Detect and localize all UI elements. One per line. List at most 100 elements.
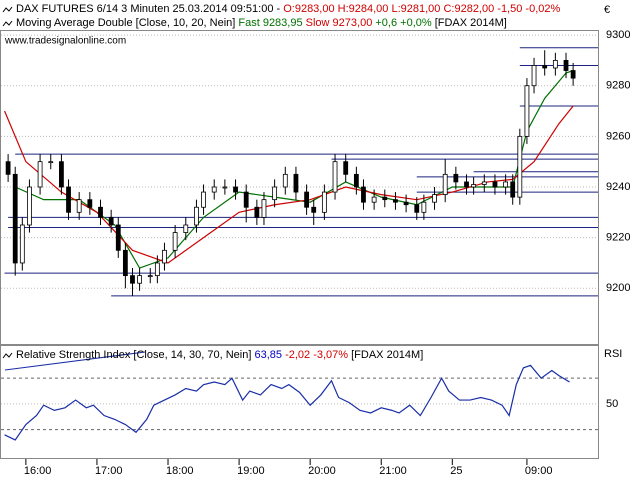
candle-body xyxy=(162,249,167,264)
y-tick-label: 9200 xyxy=(606,282,630,294)
candle-body xyxy=(464,181,469,188)
label-part: [FDAX 2014M] xyxy=(351,349,423,361)
label-part: -2,02 -3,07% xyxy=(285,349,351,361)
label-part: Fast 9283,95 xyxy=(238,17,305,29)
candle-body xyxy=(321,191,327,213)
candle-body xyxy=(570,70,576,79)
candle-body xyxy=(517,135,523,198)
label-part: O:9283,00 H:9284,00 L:9281,00 C:9282,00 … xyxy=(283,3,560,15)
candle-body xyxy=(48,161,54,164)
candle-body xyxy=(115,224,121,251)
candle-body xyxy=(371,196,377,203)
candle-body xyxy=(183,224,189,233)
candle-body xyxy=(122,249,128,277)
candle-body xyxy=(201,191,206,208)
candle-body xyxy=(222,186,228,189)
price-panel xyxy=(0,30,599,345)
candle-body xyxy=(542,65,548,69)
candle-body xyxy=(147,275,153,278)
y-tick-label: 9240 xyxy=(606,181,630,193)
candle-body xyxy=(130,275,135,284)
rsi-panel xyxy=(0,345,599,459)
candle-body xyxy=(332,161,338,193)
candle-body xyxy=(261,199,267,218)
y-axis-label: RSI xyxy=(604,348,622,360)
candle-body xyxy=(76,199,82,213)
candle-body xyxy=(5,161,11,175)
indicator-label: Moving Average Double [Close, 10, 20, Ne… xyxy=(16,17,507,29)
candle-body xyxy=(272,186,278,201)
label-part: DAX FUTURES 6/14 3 Minuten 25.03.2014 09… xyxy=(16,3,283,15)
candle-body xyxy=(172,232,178,251)
candle-body xyxy=(524,85,530,137)
candle-body xyxy=(442,173,448,195)
candle-body xyxy=(19,224,25,264)
x-tick-label: 21:00 xyxy=(379,465,407,477)
candle-body xyxy=(414,204,420,213)
candle-body xyxy=(243,191,249,208)
candle-body xyxy=(293,173,299,193)
x-tick-label: 18:00 xyxy=(166,465,194,477)
candle-body xyxy=(98,206,103,218)
candle-body xyxy=(59,161,64,188)
y-tick-label: 9220 xyxy=(606,232,630,244)
rsi-line xyxy=(4,364,570,441)
y-tick-label: 9280 xyxy=(606,80,630,92)
candle-body xyxy=(403,201,409,206)
icon xyxy=(2,6,13,13)
candle-body xyxy=(492,181,498,188)
x-tick-label: 19:00 xyxy=(237,465,265,477)
x-tick-label: 09:00 xyxy=(525,465,553,477)
candle-body xyxy=(393,199,398,203)
candle-body xyxy=(552,59,558,69)
rsi-label: Relative Strength Index [Close, 14, 30, … xyxy=(16,349,423,361)
label-part: [FDAX 2014M] xyxy=(435,17,507,29)
candle-body xyxy=(282,173,288,188)
candle-body xyxy=(12,173,18,264)
candle-body xyxy=(421,201,427,213)
candle-body xyxy=(481,181,487,185)
candle-body xyxy=(531,65,537,87)
candle-body xyxy=(353,173,359,188)
candle-body xyxy=(563,59,569,71)
candle-body xyxy=(37,161,43,188)
trend-line xyxy=(4,351,146,371)
y-tick-label: 9300 xyxy=(606,29,630,41)
candle-body xyxy=(304,191,310,208)
label-part: +0,6 +0,0% xyxy=(375,17,434,29)
candle-body xyxy=(471,184,477,188)
candle-body xyxy=(137,275,142,284)
chart-title: DAX FUTURES 6/14 3 Minuten 25.03.2014 09… xyxy=(16,3,560,15)
candle-body xyxy=(361,186,366,203)
label-part: Moving Average Double [Close, 10, 20, Ne… xyxy=(16,17,238,29)
candle-body xyxy=(254,206,260,218)
x-tick-label: 16:00 xyxy=(24,465,52,477)
label-part: Slow 9273,00 xyxy=(306,17,376,29)
y-axis-label: € xyxy=(604,4,610,16)
label-part: Relative Strength Index [Close, 14, 30, … xyxy=(16,349,254,361)
candle-body xyxy=(233,186,238,193)
watermark: www.tradesignalonline.com xyxy=(4,36,126,47)
candle-body xyxy=(503,181,509,188)
label-part: 63,85 xyxy=(254,349,285,361)
candle-body xyxy=(66,186,71,213)
icon xyxy=(2,20,13,27)
candle-body xyxy=(211,186,217,193)
candle-body xyxy=(87,199,93,208)
y-tick-label: 50 xyxy=(606,398,618,410)
x-tick-label: 17:00 xyxy=(95,465,123,477)
candle-body xyxy=(108,216,114,226)
candle-body xyxy=(194,206,199,226)
candle-body xyxy=(432,194,437,203)
candle-body xyxy=(510,181,516,198)
candle-body xyxy=(453,173,459,183)
x-tick-label: 25 xyxy=(450,465,462,477)
y-tick-label: 9260 xyxy=(606,130,630,142)
candle-body xyxy=(343,161,349,175)
candle-body xyxy=(382,196,388,201)
candle-body xyxy=(27,186,32,226)
icon xyxy=(2,352,13,359)
x-tick-label: 20:00 xyxy=(308,465,336,477)
